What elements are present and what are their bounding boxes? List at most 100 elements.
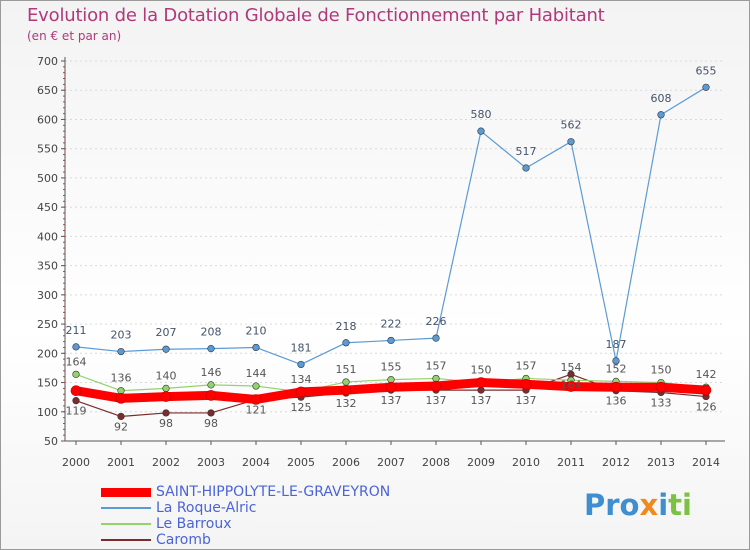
data-point (252, 382, 260, 390)
data-label: 136 (111, 372, 132, 385)
data-point (565, 381, 577, 392)
data-point (702, 83, 710, 91)
data-point (342, 378, 350, 386)
data-point (250, 394, 262, 405)
page-title: Evolution de la Dotation Globale de Fonc… (27, 5, 605, 26)
data-label: 208 (201, 326, 222, 339)
legend-swatch (101, 523, 151, 525)
x-tick-label: 2012 (602, 456, 630, 469)
legend-swatch (101, 507, 151, 509)
y-tick-label: 200 (37, 347, 58, 360)
data-label: 203 (111, 329, 132, 342)
data-label: 137 (381, 394, 402, 407)
data-point (297, 360, 305, 369)
x-tick-label: 2008 (422, 456, 450, 469)
data-point (72, 343, 80, 351)
data-label: 146 (201, 366, 222, 379)
data-label: 144 (246, 367, 267, 380)
data-point (475, 377, 487, 388)
data-label: 211 (66, 324, 87, 337)
x-tick-label: 2007 (377, 456, 405, 469)
data-point (567, 138, 575, 146)
x-tick-label: 2006 (332, 456, 360, 469)
data-label: 181 (291, 341, 312, 354)
data-point (207, 409, 215, 417)
x-tick-label: 2004 (242, 456, 270, 469)
data-point (72, 397, 80, 405)
y-tick-label: 650 (37, 84, 58, 97)
logo-part-x: x (639, 488, 659, 522)
data-point (117, 412, 125, 421)
data-point (342, 339, 350, 347)
data-label: 164 (66, 355, 87, 368)
data-point (612, 357, 620, 365)
data-label: 580 (471, 108, 492, 121)
logo-part-pro: Pro (584, 488, 640, 522)
proxiti-logo: Proxiti (584, 488, 692, 522)
data-point (477, 127, 485, 135)
x-tick-label: 2013 (647, 456, 675, 469)
x-tick-label: 2010 (512, 456, 540, 469)
data-label: 137 (516, 394, 537, 407)
data-label: 126 (696, 401, 717, 414)
data-label: 98 (159, 417, 173, 430)
data-point (610, 381, 622, 393)
data-point (207, 345, 215, 353)
data-label: 218 (336, 320, 357, 333)
legend: SAINT-HIPPOLYTE-LE-GRAVEYRON La Roque-Alr… (101, 484, 390, 548)
y-tick-label: 400 (37, 230, 58, 243)
data-point (340, 384, 352, 396)
data-point (430, 380, 442, 392)
legend-label: Caromb (156, 532, 211, 548)
y-tick-label: 300 (37, 289, 58, 302)
data-label: 136 (606, 395, 627, 408)
x-tick-label: 2000 (62, 456, 90, 469)
data-label: 142 (696, 368, 717, 381)
data-point (117, 347, 125, 356)
data-label: 155 (381, 361, 402, 374)
y-tick-label: 550 (37, 143, 58, 156)
data-label: 517 (516, 145, 537, 158)
data-point (115, 393, 127, 404)
legend-entry: SAINT-HIPPOLYTE-LE-GRAVEYRON (101, 484, 390, 500)
logo-part-ti: ti (668, 488, 692, 522)
x-tick-label: 2005 (287, 456, 315, 469)
y-tick-label: 600 (37, 113, 58, 126)
data-label: 98 (204, 417, 218, 430)
data-point (162, 384, 170, 392)
legend-entry: Le Barroux (101, 516, 390, 532)
data-label: 134 (291, 373, 312, 386)
data-point (207, 381, 215, 389)
data-point (72, 370, 80, 378)
data-label: 655 (696, 64, 717, 77)
data-label: 137 (426, 394, 447, 407)
data-point (432, 334, 440, 342)
data-label: 157 (516, 359, 537, 372)
x-tick-label: 2003 (197, 456, 225, 469)
y-tick-label: 100 (37, 406, 58, 419)
data-point (205, 390, 217, 401)
data-label: 207 (156, 326, 177, 339)
data-point (655, 381, 667, 393)
data-label: 608 (651, 92, 672, 105)
data-label: 562 (561, 119, 582, 132)
data-label: 133 (651, 396, 672, 409)
data-point (522, 164, 530, 172)
legend-swatch (101, 539, 151, 541)
data-label: 151 (336, 363, 357, 376)
data-label: 210 (246, 324, 267, 337)
y-tick-label: 50 (44, 435, 58, 448)
data-label: 150 (471, 364, 492, 377)
data-label: 222 (381, 317, 402, 330)
data-point (295, 386, 307, 398)
data-point (252, 343, 260, 352)
data-point (387, 336, 395, 345)
y-tick-label: 700 (37, 55, 58, 68)
y-tick-label: 150 (37, 377, 58, 390)
data-point (162, 345, 170, 353)
data-label: 150 (651, 364, 672, 377)
data-label: 154 (561, 361, 582, 374)
y-tick-label: 450 (37, 201, 58, 214)
x-tick-label: 2002 (152, 456, 180, 469)
